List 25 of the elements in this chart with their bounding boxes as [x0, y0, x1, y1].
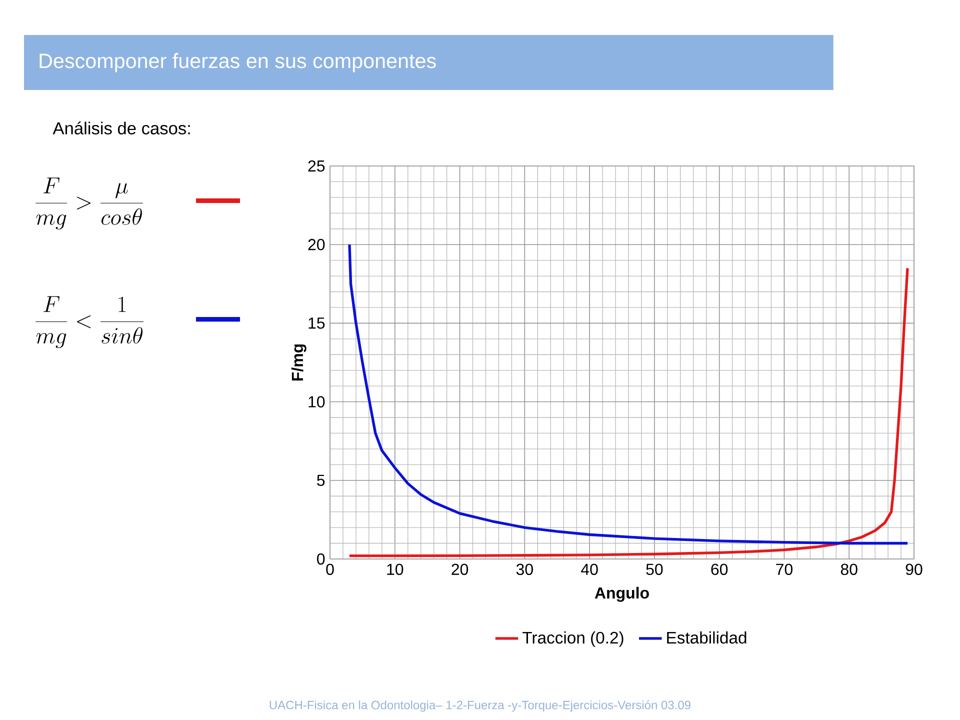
x-tick-label: 90 — [906, 564, 922, 576]
x-axis-title: Angulo — [594, 586, 649, 602]
text: $\frac{F}{mg} > \frac{\mu}{cos\theta}$ — [36, 178, 143, 230]
x-tick-label: 20 — [452, 564, 468, 576]
x-tick-label: 80 — [840, 564, 858, 576]
x-tick-label: 0 — [326, 564, 334, 576]
y-axis-title: F/mg — [291, 344, 306, 381]
x-tick-label: 40 — [581, 564, 598, 576]
y-tick-label: 10 — [308, 396, 325, 408]
text: UACH-Fisica en la Odontologia– 1-2-Fuerza -y-Torque-Ejercicios-Versión 03.09 — [270, 700, 690, 712]
y-tick-label: 25 — [308, 160, 325, 172]
x-tick-label: 30 — [516, 564, 533, 576]
legend-label: Estabilidad — [667, 631, 746, 644]
x-tick-label: 70 — [776, 564, 792, 576]
y-tick-label: 0 — [317, 553, 325, 565]
text: Análisis de casos: — [52, 122, 190, 134]
y-tick-label: 5 — [317, 474, 325, 486]
x-tick-label: 60 — [711, 564, 728, 576]
y-tick-label: 20 — [308, 238, 325, 250]
chart-title: Descomponer fuerzas en sus componentes — [40, 53, 436, 72]
x-tick-label: 10 — [387, 564, 404, 576]
legend-label: Traccion (0.2) — [522, 631, 624, 647]
y-tick-label: 15 — [308, 318, 325, 329]
x-tick-label: 50 — [646, 564, 663, 576]
text: $\frac{F}{mg} < \frac{1}{sin\theta}$ — [36, 296, 144, 348]
